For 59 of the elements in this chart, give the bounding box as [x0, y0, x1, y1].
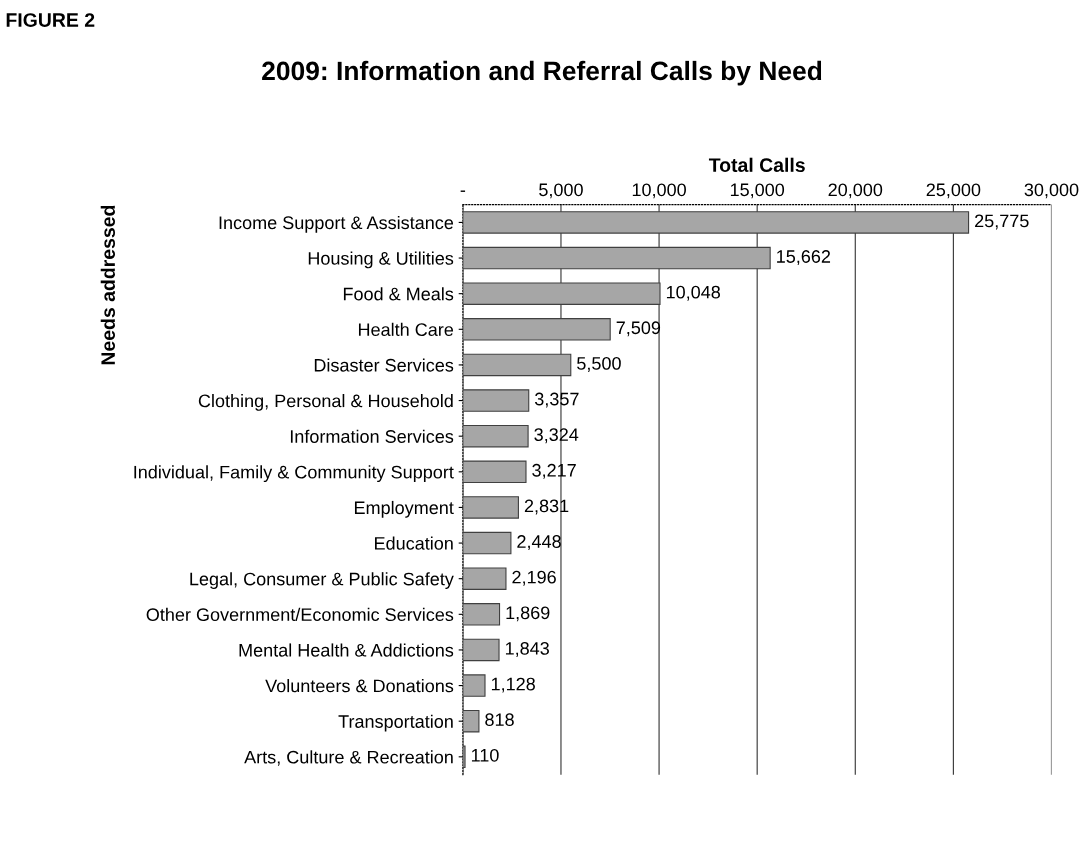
y-tick-label: Education — [375, 536, 453, 550]
bar — [462, 709, 480, 733]
y-tick-label: Mental Health & Addictions — [239, 643, 454, 657]
y-tick-label: Employment — [354, 500, 454, 518]
data-label: 10,048 — [666, 285, 721, 301]
y-tick-label: Disaster Services — [314, 358, 454, 372]
y-tick-label: Food & Meals — [343, 287, 454, 301]
bar — [462, 353, 572, 377]
bar — [462, 638, 500, 662]
caption: FIGURE 2 — [6, 13, 95, 27]
x-tick-label: 30,000 — [1024, 183, 1079, 199]
x-tick-label: 15,000 — [730, 183, 785, 199]
data-label: 1,869 — [506, 606, 550, 622]
y-tick-label: Housing & Utilities — [308, 251, 454, 269]
y-tick-label: Income Support & Assistance — [219, 215, 454, 233]
bar — [462, 460, 527, 484]
data-label: 25,775 — [975, 214, 1029, 230]
y-tick-label: Transportation — [338, 714, 453, 732]
data-label: 7,509 — [616, 321, 661, 337]
bar — [462, 424, 529, 448]
bar — [462, 211, 970, 234]
x-tick-label: 5,000 — [539, 183, 583, 199]
bar — [462, 496, 519, 519]
bar — [462, 389, 530, 412]
x-tick-label: 25,000 — [926, 183, 981, 199]
x-tick-label: 10,000 — [632, 183, 686, 199]
x-tick-label: 20,000 — [828, 183, 883, 199]
data-label: 5,500 — [577, 356, 621, 372]
data-label: 1,128 — [491, 677, 535, 693]
data-label: 3,217 — [532, 463, 576, 479]
bar — [462, 567, 507, 590]
y-tick-label: Health Care — [358, 322, 454, 337]
bar — [462, 282, 661, 305]
data-label: 3,324 — [534, 428, 579, 444]
data-label: 2,831 — [524, 499, 569, 515]
data-label: 1,843 — [505, 642, 549, 657]
bar — [462, 531, 512, 555]
y-tick-label: Legal, Consumer & Public Safety — [190, 572, 454, 589]
x-tick-label: - — [460, 190, 466, 192]
data-label: 2,448 — [517, 535, 561, 551]
bar — [462, 246, 771, 270]
chart-title: 2009: Information and Referral Calls by Need — [262, 60, 822, 86]
data-label: 2,196 — [512, 570, 556, 586]
y-tick-label: Information Services — [290, 429, 454, 443]
bar — [462, 603, 501, 626]
data-label: 3,357 — [534, 392, 579, 408]
bar — [462, 318, 611, 341]
data-label: 818 — [485, 713, 514, 727]
y-tick-label: Clothing, Personal & Household — [198, 394, 453, 411]
y-axis-title: Needs addressed — [100, 205, 116, 365]
y-tick-label: Other Government/Economic Services — [146, 607, 454, 622]
bar — [462, 745, 466, 769]
y-tick-label: Volunteers & Donations — [265, 679, 454, 693]
bar — [462, 674, 486, 697]
y-tick-label: Arts, Culture & Recreation — [244, 750, 453, 766]
data-label: 15,662 — [777, 250, 831, 266]
data-label: 110 — [471, 748, 499, 762]
x-axis-title: Total Calls — [708, 157, 805, 172]
y-tick-label: Individual, Family & Community Support — [134, 465, 454, 483]
